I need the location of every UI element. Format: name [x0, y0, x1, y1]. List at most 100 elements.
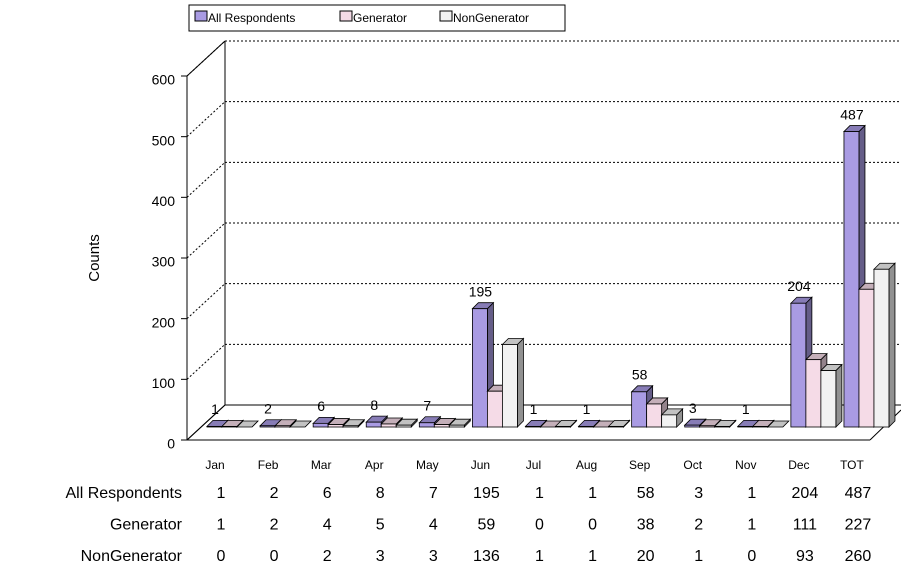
table-cell: 58 — [637, 485, 655, 502]
bar — [342, 425, 359, 428]
x-tick-label: Jun — [471, 458, 490, 472]
bar — [418, 422, 435, 428]
x-tick-label: Jul — [526, 458, 541, 472]
table-cell: 59 — [478, 517, 496, 534]
legend-swatch — [194, 10, 208, 22]
bar — [525, 425, 541, 428]
table-cell: 1 — [217, 517, 226, 534]
table-row-label: All Respondents — [65, 485, 182, 502]
y-tick-label: 400 — [152, 193, 176, 209]
table-cell: 2 — [270, 517, 279, 534]
bar — [395, 424, 412, 428]
legend-swatch — [339, 10, 353, 22]
x-tick-label: Aug — [576, 458, 597, 472]
table-cell: 7 — [429, 485, 438, 502]
x-tick-label: TOT — [840, 458, 864, 472]
data-label: 1 — [583, 401, 591, 417]
data-label: 1 — [742, 401, 750, 417]
table-cell: 1 — [217, 485, 226, 502]
data-label: 487 — [840, 106, 864, 122]
y-tick-label: 500 — [152, 132, 176, 148]
data-label: 204 — [787, 278, 811, 294]
grid-line — [186, 283, 226, 320]
bar — [752, 425, 769, 428]
bar — [714, 425, 731, 428]
data-label: 8 — [370, 397, 378, 413]
x-tick-label: Jan — [205, 458, 224, 472]
bar — [471, 308, 488, 428]
table-cell: 6 — [323, 485, 332, 502]
grid-line — [186, 161, 226, 198]
bar — [274, 425, 291, 428]
bar — [699, 425, 716, 428]
bar — [448, 424, 465, 428]
table-cell: 227 — [845, 517, 872, 534]
bar — [873, 268, 890, 428]
table-cell: 2 — [270, 485, 279, 502]
x-tick-label: Oct — [683, 458, 702, 472]
grid-line — [186, 101, 226, 138]
table-cell: 3 — [429, 548, 438, 565]
bar-top — [289, 420, 313, 428]
bar — [555, 425, 571, 428]
bar — [790, 302, 807, 428]
table-cell: 0 — [535, 517, 544, 534]
table-cell: 1 — [535, 485, 544, 502]
bar-top — [766, 420, 790, 428]
table-cell: 487 — [845, 485, 872, 502]
bar — [433, 424, 450, 428]
bar-side — [888, 262, 896, 428]
x-tick-label: Nov — [735, 458, 756, 472]
table-cell: 0 — [588, 517, 597, 534]
bar — [380, 423, 397, 428]
bar — [221, 425, 238, 428]
bar — [365, 421, 382, 428]
bar — [501, 344, 518, 428]
grid-line — [186, 40, 226, 77]
table-cell: 38 — [637, 517, 655, 534]
bar — [608, 425, 624, 428]
data-label: 6 — [317, 398, 325, 414]
table-cell: 0 — [747, 548, 756, 565]
y-tick-label: 0 — [167, 436, 175, 452]
bar — [805, 359, 822, 428]
bar — [858, 288, 875, 428]
data-label: 1 — [530, 401, 538, 417]
legend-label: Generator — [353, 11, 407, 25]
table-cell: 8 — [376, 485, 385, 502]
table-cell: 0 — [270, 548, 279, 565]
table-cell: 2 — [694, 517, 703, 534]
table-cell: 4 — [429, 517, 438, 534]
bar — [206, 425, 223, 428]
data-label: 58 — [632, 367, 648, 383]
bar-side — [835, 363, 843, 428]
grid-line — [186, 343, 226, 380]
data-label: 1 — [211, 401, 219, 417]
data-label: 195 — [469, 283, 493, 299]
table-cell: 3 — [376, 548, 385, 565]
y-tick-label: 300 — [152, 254, 176, 270]
x-tick-label: May — [416, 458, 439, 472]
legend-label: All Respondents — [208, 11, 295, 25]
bar — [327, 424, 344, 428]
table-cell: 3 — [694, 485, 703, 502]
bar — [820, 370, 837, 428]
table-cell: 1 — [747, 485, 756, 502]
grid-line — [186, 404, 226, 441]
table-row-label: Generator — [110, 517, 183, 534]
bar — [486, 390, 503, 428]
bar — [646, 403, 663, 428]
legend — [188, 4, 566, 32]
table-cell: 20 — [637, 548, 655, 565]
bar — [631, 391, 648, 428]
bar — [737, 425, 754, 428]
x-tick-label: Apr — [365, 458, 384, 472]
table-cell: 260 — [845, 548, 872, 565]
table-cell: 0 — [217, 548, 226, 565]
y-tick-label: 600 — [152, 72, 176, 88]
table-cell: 195 — [473, 485, 500, 502]
legend-label: NonGenerator — [453, 11, 529, 25]
bar-side — [517, 337, 524, 428]
bar-top — [236, 420, 259, 428]
